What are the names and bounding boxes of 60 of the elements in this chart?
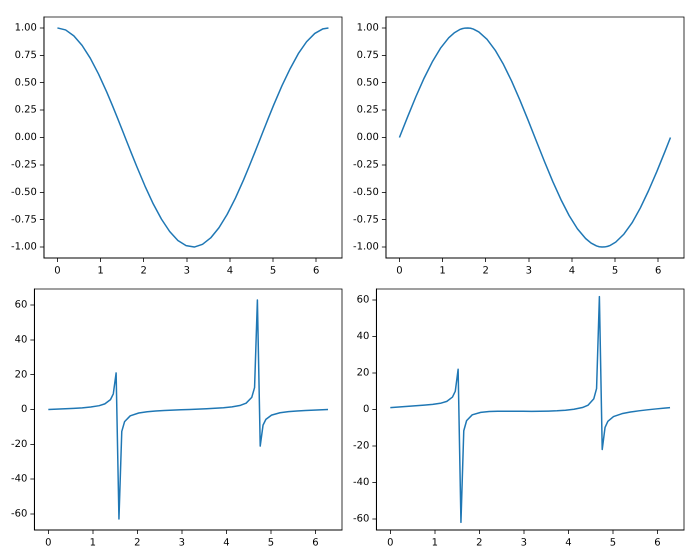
- y-tick-label: -0.75: [11, 214, 37, 226]
- y-tick-label: 0.25: [14, 104, 37, 116]
- y-tick-label: -40: [10, 474, 28, 485]
- x-tick-label: 6: [313, 266, 320, 277]
- x-tick-label: 2: [482, 266, 489, 277]
- y-tick-label: 1.00: [14, 22, 37, 34]
- x-tick-label: 4: [223, 538, 230, 549]
- y-tick-label: 40: [356, 331, 370, 342]
- x-tick-label: 2: [140, 266, 147, 277]
- x-tick-label: 5: [612, 266, 618, 277]
- y-tick-label: 0.00: [356, 132, 379, 144]
- y-tick-label: -60: [10, 508, 28, 520]
- y-tick-label: -0.25: [11, 159, 37, 170]
- x-tick-label: 0: [45, 538, 52, 549]
- y-tick-label: 20: [14, 369, 28, 380]
- y-tick-label: -20: [352, 440, 370, 452]
- x-tick-label: 0: [387, 538, 394, 549]
- y-tick-label: 0.75: [356, 50, 379, 61]
- y-tick-label: -0.50: [353, 186, 379, 198]
- x-tick-label: 1: [439, 266, 446, 277]
- x-tick-label: 6: [655, 266, 662, 277]
- x-tick-label: 5: [270, 266, 276, 277]
- x-tick-label: 2: [134, 538, 141, 549]
- y-tick-label: -40: [352, 477, 370, 488]
- y-tick-label: 20: [356, 368, 370, 379]
- y-tick-label: 1.00: [356, 22, 379, 34]
- x-tick-label: 3: [178, 538, 186, 549]
- y-tick-label: 0: [20, 404, 28, 416]
- x-tick-label: 1: [97, 266, 104, 277]
- y-tick-label: 0.75: [14, 50, 37, 61]
- y-tick-label: 0: [362, 404, 370, 416]
- x-tick-label: 3: [520, 538, 528, 549]
- y-tick-label: -0.50: [11, 186, 37, 198]
- x-tick-label: 4: [565, 538, 572, 549]
- x-tick-label: 6: [654, 538, 661, 549]
- y-tick-label: -20: [10, 438, 28, 450]
- y-tick-label: 0.00: [14, 132, 37, 144]
- y-tick-label: 60: [356, 294, 370, 306]
- y-tick-label: 0.50: [14, 77, 37, 88]
- x-tick-label: 0: [396, 266, 403, 277]
- x-tick-label: 3: [526, 266, 532, 277]
- x-tick-label: 5: [268, 538, 274, 549]
- x-tick-label: 3: [184, 266, 190, 277]
- x-tick-label: 2: [476, 538, 483, 549]
- x-tick-label: 6: [312, 538, 319, 549]
- y-tick-label: -1.00: [11, 242, 37, 253]
- x-tick-label: 4: [568, 266, 576, 277]
- y-tick-label: 60: [14, 300, 28, 311]
- y-tick-label: 0.50: [356, 77, 379, 88]
- y-tick-label: -60: [352, 513, 370, 524]
- x-tick-label: 0: [54, 266, 61, 277]
- x-tick-label: 4: [226, 266, 234, 277]
- x-tick-label: 1: [432, 538, 438, 549]
- y-tick-label: -0.75: [353, 214, 379, 226]
- y-tick-label: -1.00: [353, 242, 379, 253]
- y-tick-label: -0.25: [353, 159, 379, 170]
- y-tick-label: 40: [14, 334, 28, 346]
- y-tick-label: 0.25: [356, 104, 379, 116]
- x-tick-label: 1: [90, 538, 96, 549]
- x-tick-label: 5: [610, 538, 616, 549]
